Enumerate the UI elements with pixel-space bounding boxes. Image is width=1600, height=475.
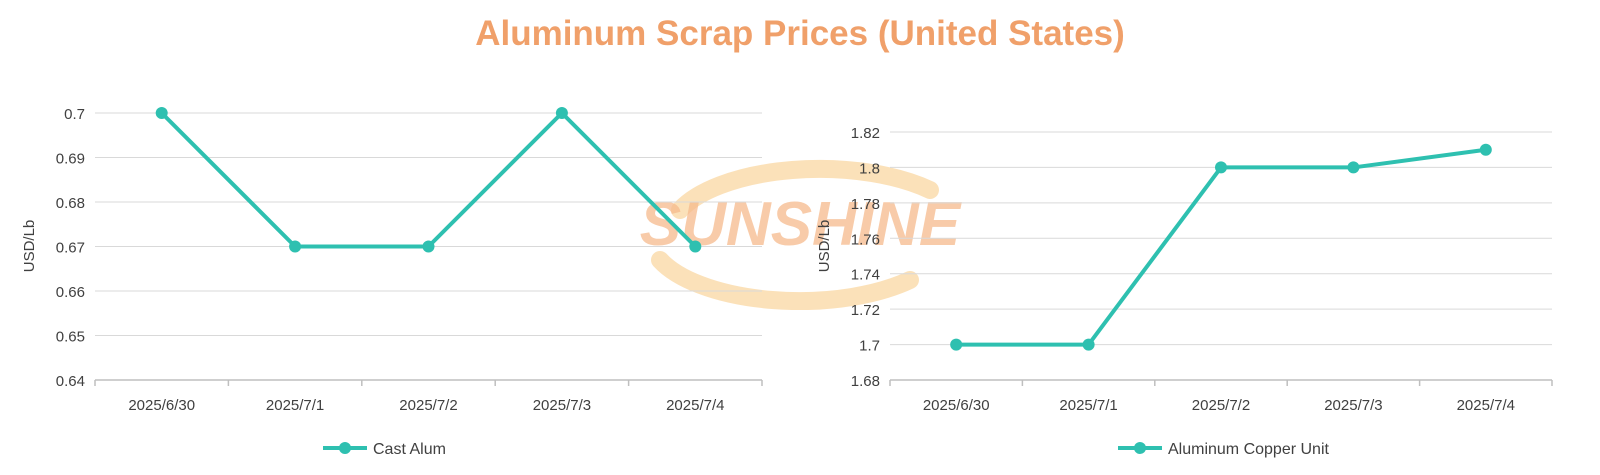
data-point [1347, 161, 1360, 174]
y-tick-label: 0.68 [56, 195, 85, 212]
data-point [155, 107, 168, 119]
y-axis-label: USD/Lb [816, 220, 833, 273]
page-title: Aluminum Scrap Prices (United States) [475, 14, 1125, 53]
y-tick-label: 1.74 [851, 267, 880, 284]
data-point [689, 240, 702, 253]
y-tick-label: 1.76 [851, 231, 880, 248]
y-tick-label: 0.64 [56, 373, 85, 390]
data-point [1479, 143, 1492, 156]
legend-swatch-dot [1134, 442, 1146, 454]
data-point [555, 107, 568, 119]
x-tick-label: 2025/7/4 [1457, 397, 1515, 414]
y-tick-label: 1.78 [851, 196, 880, 213]
x-tick-label: 2025/7/4 [666, 397, 724, 414]
y-tick-label: 0.7 [64, 106, 85, 123]
y-tick-label: 0.65 [56, 329, 85, 346]
x-tick-label: 2025/7/1 [1059, 397, 1117, 414]
x-tick-label: 2025/7/3 [1324, 397, 1382, 414]
y-tick-label: 0.69 [56, 151, 85, 168]
data-point [422, 240, 435, 253]
data-point [950, 338, 963, 351]
x-tick-label: 2025/6/30 [923, 397, 990, 414]
x-tick-label: 2025/7/2 [399, 397, 457, 414]
y-tick-label: 1.72 [851, 302, 880, 319]
x-tick-label: 2025/6/30 [128, 397, 195, 414]
y-axis-label: USD/Lb [21, 220, 38, 273]
y-tick-label: 0.66 [56, 284, 85, 301]
series-line [956, 147, 1487, 347]
x-tick-label: 2025/7/3 [533, 397, 591, 414]
data-point [1082, 338, 1095, 351]
chart-cast-alum: 0.64 0.65 0.66 0.67 0.68 0.69 0.7 2025/6/30 2025… [21, 106, 763, 458]
data-point [1215, 161, 1227, 174]
data-point [289, 240, 302, 253]
y-tick-label: 1.8 [859, 160, 880, 177]
legend-label: Aluminum Copper Unit [1168, 441, 1330, 458]
y-tick-label: 1.82 [851, 125, 880, 142]
legend-label: Cast Alum [373, 441, 446, 458]
legend-swatch-dot [339, 442, 351, 454]
y-tick-label: 1.7 [859, 338, 880, 355]
x-tick-label: 2025/7/2 [1192, 397, 1250, 414]
y-tick-label: 0.67 [56, 240, 85, 257]
y-tick-label: 1.68 [851, 373, 880, 390]
x-tick-label: 2025/7/1 [266, 397, 324, 414]
